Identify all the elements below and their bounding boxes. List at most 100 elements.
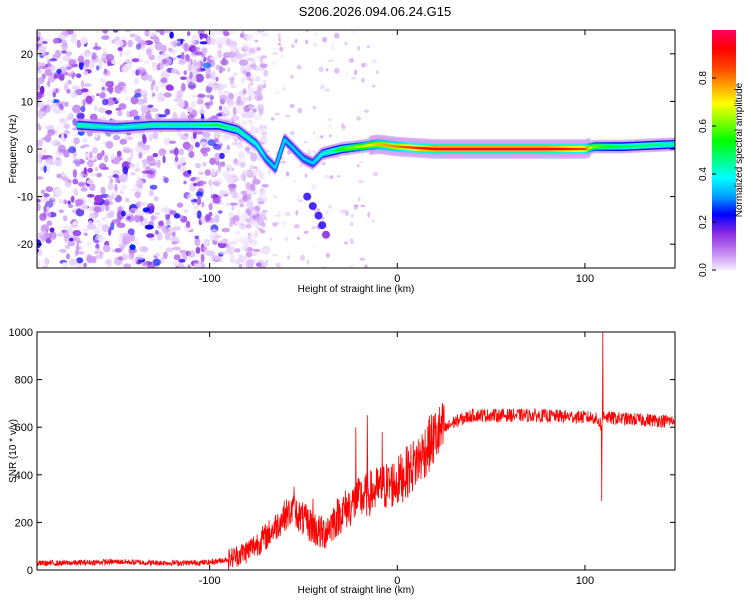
noise-blob (336, 175, 341, 178)
noise-blob (130, 151, 134, 159)
noise-blob (151, 92, 156, 97)
noise-blob (136, 253, 145, 261)
noise-blob (149, 107, 159, 113)
noise-blob (41, 137, 50, 141)
noise-blob (125, 210, 133, 217)
noise-blob (158, 148, 167, 157)
noise-blob (138, 245, 144, 252)
noise-blob (47, 75, 56, 83)
noise-blob (112, 30, 119, 33)
noise-blob (61, 50, 67, 54)
noise-blob (37, 83, 41, 91)
noise-blob (49, 58, 58, 62)
noise-blob (322, 36, 328, 43)
noise-blob (222, 90, 230, 95)
noise-blob (235, 259, 241, 265)
noise-blob (253, 95, 258, 101)
noise-blob (245, 111, 255, 119)
noise-blob (37, 151, 44, 159)
noise-blob (306, 259, 310, 265)
noise-blob (184, 209, 188, 213)
noise-blob (54, 158, 62, 167)
noise-blob (240, 96, 250, 103)
noise-blob (239, 237, 248, 244)
noise-blob (178, 259, 186, 263)
branch-blob (318, 221, 327, 230)
noise-blob (116, 150, 122, 158)
noise-blob (221, 227, 230, 233)
noise-blob (305, 30, 310, 33)
y-tick-label: 800 (15, 375, 33, 387)
noise-blob (254, 39, 259, 43)
x-tick-label: 100 (576, 273, 594, 285)
noise-blob (250, 82, 254, 86)
noise-blob (83, 232, 88, 236)
noise-blob (77, 173, 84, 179)
noise-blob (241, 120, 248, 126)
noise-blob (290, 75, 294, 79)
noise-blob (75, 160, 81, 167)
noise-blob (114, 39, 124, 47)
noise-blob (216, 113, 223, 117)
noise-blob (58, 144, 66, 152)
noise-blob (198, 154, 202, 162)
noise-blob (112, 190, 117, 198)
noise-blob (297, 195, 300, 201)
noise-blob (217, 240, 226, 244)
noise-blob (41, 40, 48, 45)
x-tick-label: -100 (199, 273, 221, 285)
noise-blob (54, 49, 62, 59)
noise-blob (227, 30, 236, 35)
noise-blob (294, 38, 298, 44)
noise-blob (114, 85, 120, 93)
noise-blob (59, 59, 63, 64)
noise-blob (187, 264, 191, 268)
noise-blob (312, 105, 317, 110)
noise-blob (172, 40, 178, 48)
noise-blob (76, 112, 85, 120)
noise-blob (367, 212, 371, 218)
noise-blob (356, 116, 361, 121)
noise-blob (105, 219, 109, 225)
noise-blob (134, 191, 141, 199)
noise-blob (155, 252, 161, 257)
noise-blob (64, 82, 69, 92)
noise-blob (214, 152, 221, 161)
noise-blob (102, 244, 111, 253)
noise-blob (55, 156, 61, 161)
noise-blob (194, 259, 199, 265)
noise-blob (256, 55, 261, 60)
noise-blob (144, 224, 154, 230)
noise-blob (246, 57, 254, 61)
spectrogram-ylabel: Frequency (Hz) (8, 115, 19, 184)
noise-blob (172, 226, 182, 231)
noise-blob (38, 125, 42, 131)
noise-blob (74, 199, 84, 206)
noise-blob (252, 78, 257, 83)
noise-blob (58, 198, 63, 204)
noise-blob (84, 153, 90, 158)
noise-blob (275, 262, 281, 268)
noise-blob (70, 35, 77, 44)
noise-blob (183, 42, 189, 52)
noise-blob (195, 191, 203, 197)
noise-blob (196, 181, 201, 187)
noise-blob (203, 246, 208, 252)
noise-blob (361, 62, 366, 68)
noise-blob (99, 92, 106, 99)
noise-blob (274, 113, 280, 116)
noise-blob (54, 188, 64, 197)
noise-blob (241, 243, 249, 252)
noise-blob (149, 184, 158, 190)
noise-blob (112, 97, 117, 102)
noise-blob (146, 233, 155, 238)
noise-blob (217, 91, 223, 96)
noise-blob (47, 129, 56, 136)
noise-blob (177, 265, 186, 268)
noise-blob (101, 224, 110, 233)
noise-blob (196, 196, 202, 206)
noise-blob (242, 41, 251, 51)
noise-blob (47, 59, 51, 67)
noise-blob (145, 30, 149, 33)
noise-blob (51, 196, 55, 200)
